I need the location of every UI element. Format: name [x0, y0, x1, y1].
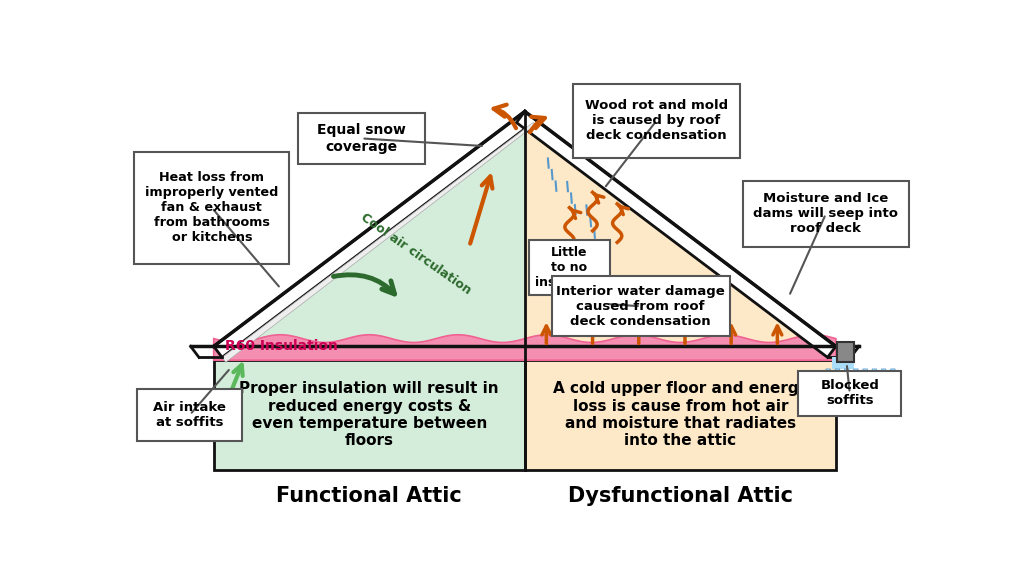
- Text: Proper insulation will result in
reduced energy costs &
even temperature between: Proper insulation will result in reduced…: [240, 381, 499, 449]
- Text: Interior water damage
caused from roof
deck condensation: Interior water damage caused from roof d…: [556, 285, 725, 328]
- Text: A cold upper floor and energy
loss is cause from hot air
and moisture that radia: A cold upper floor and energy loss is ca…: [553, 381, 808, 449]
- FancyBboxPatch shape: [742, 181, 909, 247]
- Polygon shape: [214, 112, 534, 357]
- Text: Air intake
at soffits: Air intake at soffits: [154, 401, 226, 429]
- Polygon shape: [882, 369, 886, 385]
- Text: Dysfunctional Attic: Dysfunctional Attic: [568, 487, 793, 506]
- FancyBboxPatch shape: [524, 360, 836, 469]
- FancyBboxPatch shape: [552, 276, 730, 336]
- Polygon shape: [872, 369, 877, 391]
- Polygon shape: [214, 112, 524, 346]
- FancyBboxPatch shape: [134, 151, 289, 264]
- Polygon shape: [863, 369, 867, 395]
- Polygon shape: [854, 369, 858, 383]
- Polygon shape: [524, 112, 836, 346]
- Text: Blocked
soffits: Blocked soffits: [820, 379, 880, 407]
- Polygon shape: [833, 357, 854, 369]
- Polygon shape: [214, 335, 836, 360]
- FancyBboxPatch shape: [298, 113, 425, 164]
- Text: Moisture and Ice
dams will seep into
roof deck: Moisture and Ice dams will seep into roo…: [754, 192, 898, 236]
- Text: Equal snow
coverage: Equal snow coverage: [317, 123, 406, 154]
- Text: R60 Insulation: R60 Insulation: [225, 339, 338, 353]
- FancyBboxPatch shape: [798, 371, 901, 416]
- Polygon shape: [516, 112, 836, 357]
- Polygon shape: [891, 369, 895, 396]
- FancyBboxPatch shape: [137, 389, 243, 441]
- FancyBboxPatch shape: [573, 84, 739, 158]
- Text: Wood rot and mold
is caused by roof
deck condensation: Wood rot and mold is caused by roof deck…: [585, 99, 728, 142]
- Polygon shape: [845, 369, 849, 393]
- Text: Cool air circulation: Cool air circulation: [357, 211, 473, 297]
- Polygon shape: [836, 369, 840, 394]
- Text: Heat loss from
improperly vented
fan & exhaust
from bathrooms
or kitchens: Heat loss from improperly vented fan & e…: [145, 171, 279, 244]
- FancyBboxPatch shape: [838, 343, 854, 362]
- Text: Functional Attic: Functional Attic: [276, 487, 462, 506]
- Polygon shape: [826, 369, 830, 381]
- Polygon shape: [222, 123, 535, 362]
- Text: Little
to no
insulation: Little to no insulation: [535, 245, 604, 289]
- FancyBboxPatch shape: [528, 240, 610, 295]
- FancyBboxPatch shape: [214, 360, 524, 469]
